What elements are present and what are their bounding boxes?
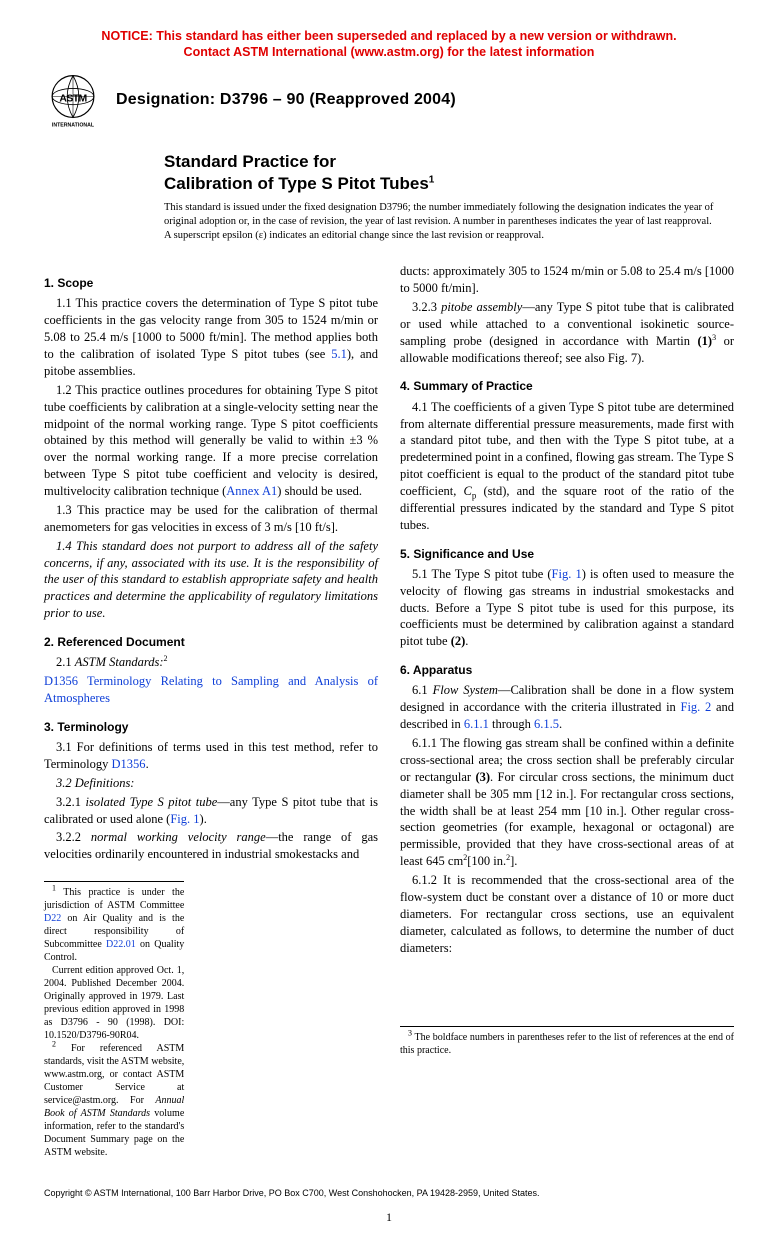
para-1-4: 1.4 This standard does not purport to ad… [44, 538, 378, 622]
svg-text:INTERNATIONAL: INTERNATIONAL [52, 122, 95, 128]
para-4-1: 4.1 The coefficients of a given Type S p… [400, 399, 734, 534]
para-3-2-1: 3.2.1 isolated Type S pitot tube—any Typ… [44, 794, 378, 828]
para-6-1-2: 6.1.2 It is recommended that the cross-s… [400, 872, 734, 956]
notice-line2: Contact ASTM International (www.astm.org… [184, 45, 595, 59]
para-1-3: 1.3 This practice may be used for the ca… [44, 502, 378, 536]
para-col2-top: ducts: approximately 305 to 1524 m/min o… [400, 263, 734, 297]
footnote-3: 3 The boldface numbers in parentheses re… [400, 1031, 734, 1057]
footnote-2: 2 For referenced ASTM standards, visit t… [44, 1042, 184, 1159]
link-d1356-2[interactable]: D1356 [112, 757, 146, 771]
designation: Designation: D3796 – 90 (Reapproved 2004… [116, 89, 456, 111]
para-3-2-3: 3.2.3 pitobe assembly—any Type S pitot t… [400, 299, 734, 367]
footnotes-right: 3 The boldface numbers in parentheses re… [400, 1026, 734, 1057]
link-fig1[interactable]: Fig. 1 [170, 812, 199, 826]
body-columns: 1. Scope 1.1 This practice covers the de… [44, 263, 734, 1159]
section-3-head: 3. Terminology [44, 719, 378, 735]
ref-d1356: D1356 Terminology Relating to Sampling a… [44, 673, 378, 707]
para-2-1: 2.1 ASTM Standards:2 [44, 654, 378, 671]
title-footnote-ref: 1 [429, 174, 435, 185]
page-number: 1 [44, 1209, 734, 1225]
title-line2: Calibration of Type S Pitot Tubes [164, 174, 429, 193]
link-6-1-5[interactable]: 6.1.5 [534, 717, 559, 731]
section-1-head: 1. Scope [44, 275, 378, 291]
para-1-1: 1.1 This practice covers the determinati… [44, 295, 378, 379]
link-d22[interactable]: D22 [44, 913, 61, 924]
para-3-1: 3.1 For definitions of terms used in thi… [44, 739, 378, 773]
para-3-2: 3.2 Definitions: [44, 775, 378, 792]
section-6-head: 6. Apparatus [400, 662, 734, 678]
para-6-1-1: 6.1.1 The flowing gas stream shall be co… [400, 735, 734, 870]
title-block: Standard Practice for Calibration of Typ… [164, 151, 734, 195]
para-6-1: 6.1 Flow System—Calibration shall be don… [400, 682, 734, 733]
para-1-2: 1.2 This practice outlines procedures fo… [44, 382, 378, 500]
link-fig2[interactable]: Fig. 2 [681, 700, 712, 714]
astm-logo: ASTM INTERNATIONAL [44, 71, 102, 129]
section-5-head: 5. Significance and Use [400, 546, 734, 562]
title-line1: Standard Practice for [164, 152, 336, 171]
section-2-head: 2. Referenced Document [44, 634, 378, 650]
link-fig1-2[interactable]: Fig. 1 [552, 567, 582, 581]
link-d1356-title[interactable]: Terminology Relating to Sampling and Ana… [44, 674, 378, 705]
footnote-1: 1 This practice is under the jurisdictio… [44, 886, 184, 964]
link-d22-01[interactable]: D22.01 [106, 939, 136, 950]
para-5-1: 5.1 The Type S pitot tube (Fig. 1) is of… [400, 566, 734, 650]
link-d1356[interactable]: D1356 [44, 674, 78, 688]
para-3-2-2: 3.2.2 normal working velocity range—the … [44, 829, 378, 863]
copyright: Copyright © ASTM International, 100 Barr… [44, 1187, 734, 1199]
notice-banner: NOTICE: This standard has either been su… [44, 28, 734, 61]
issuance-note: This standard is issued under the fixed … [164, 201, 714, 244]
link-6-1-1[interactable]: 6.1.1 [464, 717, 489, 731]
footnote-1b: Current edition approved Oct. 1, 2004. P… [44, 964, 184, 1042]
link-5-1[interactable]: 5.1 [331, 347, 347, 361]
header-row: ASTM INTERNATIONAL Designation: D3796 – … [44, 71, 734, 129]
link-annex-a1[interactable]: Annex A1 [226, 484, 277, 498]
section-4-head: 4. Summary of Practice [400, 378, 734, 394]
footnotes-left: 1 This practice is under the jurisdictio… [44, 881, 184, 1159]
svg-text:ASTM: ASTM [59, 93, 86, 104]
notice-line1: NOTICE: This standard has either been su… [101, 29, 676, 43]
doc-title: Standard Practice for Calibration of Typ… [164, 151, 734, 195]
